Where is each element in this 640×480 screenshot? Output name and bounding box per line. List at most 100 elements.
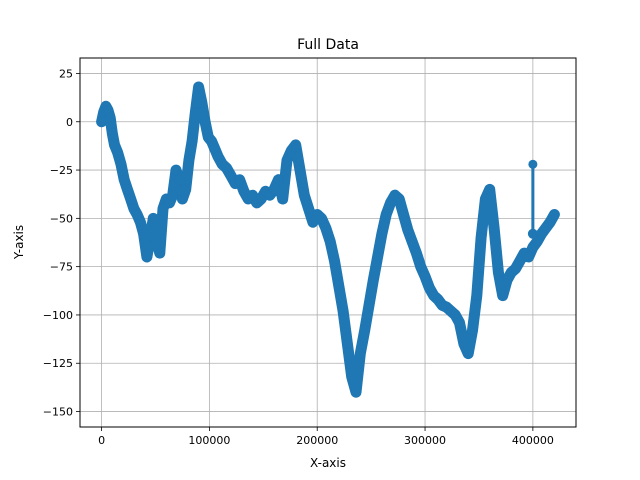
data-point: [523, 252, 534, 262]
data-point: [206, 136, 217, 147]
data-point: [148, 213, 159, 224]
data-point: [372, 252, 383, 262]
y-axis-label: Y-axis: [12, 225, 26, 260]
data-point: [273, 174, 284, 185]
data-point: [510, 263, 521, 274]
data-point: [154, 248, 165, 259]
data-point: [183, 155, 194, 166]
data-point: [119, 174, 130, 185]
data-point: [277, 194, 288, 204]
data-point: [132, 209, 143, 220]
data-point: [177, 194, 188, 204]
data-point: [411, 248, 422, 259]
data-point: [320, 223, 331, 233]
data-point: [269, 184, 280, 195]
data-point: [480, 194, 491, 204]
data-point: [200, 116, 211, 127]
data-point: [164, 197, 175, 208]
data-point: [196, 97, 207, 108]
y-tick-label-6: −125: [43, 357, 73, 370]
data-point: [221, 163, 232, 174]
spike-bottom-point: [527, 228, 538, 239]
data-point: [234, 174, 245, 185]
data-point: [355, 348, 366, 359]
data-point: [107, 128, 118, 139]
data-point: [454, 317, 465, 328]
data-point: [193, 82, 204, 92]
data-point: [484, 184, 495, 195]
data-point: [151, 236, 162, 247]
data-series: [96, 81, 560, 398]
data-point: [141, 252, 152, 262]
data-point: [190, 107, 201, 118]
data-point: [316, 213, 327, 224]
data-point: [116, 159, 126, 170]
data-point: [489, 223, 500, 233]
data-point: [402, 224, 413, 235]
data-point: [342, 338, 353, 349]
data-point: [295, 165, 305, 176]
data-point: [187, 136, 198, 147]
data-point: [329, 255, 340, 266]
y-tick-label-3: −50: [50, 212, 73, 225]
data-point: [238, 186, 249, 197]
data-point: [415, 261, 426, 272]
x-axis-label: X-axis: [310, 456, 346, 470]
data-point: [325, 236, 336, 247]
chart-title: Full Data: [297, 37, 359, 53]
data-point: [109, 139, 120, 150]
data-point: [394, 194, 405, 204]
data-point: [359, 325, 370, 336]
data-point: [502, 275, 512, 286]
data-point: [398, 209, 409, 220]
data-point: [514, 255, 525, 266]
data-point: [125, 194, 136, 204]
y-tick-label-7: −150: [43, 406, 73, 419]
data-point: [226, 170, 236, 181]
data-point: [532, 236, 543, 247]
x-tick-label-2: 200000: [296, 434, 338, 447]
y-tick-label-0: 25: [59, 67, 73, 80]
data-point: [463, 348, 474, 359]
data-point: [407, 236, 418, 247]
data-point: [247, 190, 258, 201]
data-point: [158, 203, 168, 214]
data-point: [112, 147, 123, 158]
data-point: [364, 300, 374, 311]
data-point: [171, 165, 181, 176]
y-tick-label-2: −25: [50, 164, 73, 177]
data-point: [167, 190, 178, 201]
spike-top-point: [528, 159, 538, 169]
data-point: [290, 139, 301, 150]
data-point: [174, 174, 185, 185]
data-point: [368, 275, 379, 286]
data-point: [376, 228, 387, 239]
data-point: [467, 325, 478, 336]
data-point: [497, 290, 508, 301]
ticks: 0 100000 200000 300000 400000 25 0 −25 −50 −75 −10…: [43, 67, 554, 447]
x-tick-label-0: 0: [98, 434, 105, 447]
data-point: [458, 338, 469, 349]
data-point: [180, 184, 191, 195]
y-tick-label-4: −75: [50, 261, 73, 274]
data-point: [122, 184, 133, 195]
data-point: [213, 151, 223, 162]
y-tick-label-5: −100: [43, 309, 73, 322]
data-point: [303, 203, 314, 214]
data-point: [105, 112, 116, 123]
data-point: [471, 290, 482, 301]
data-point: [450, 309, 461, 320]
data-point: [351, 387, 361, 398]
data-point: [420, 271, 430, 282]
plot-frame: [79, 57, 577, 428]
data-point: [493, 267, 504, 278]
data-point: [256, 194, 267, 204]
data-point: [282, 155, 292, 166]
data-point: [338, 306, 349, 317]
y-tick-label-1: 0: [66, 116, 73, 129]
data-point: [424, 282, 435, 293]
data-point: [346, 371, 357, 382]
data-point: [135, 217, 146, 228]
data-point: [385, 197, 396, 208]
